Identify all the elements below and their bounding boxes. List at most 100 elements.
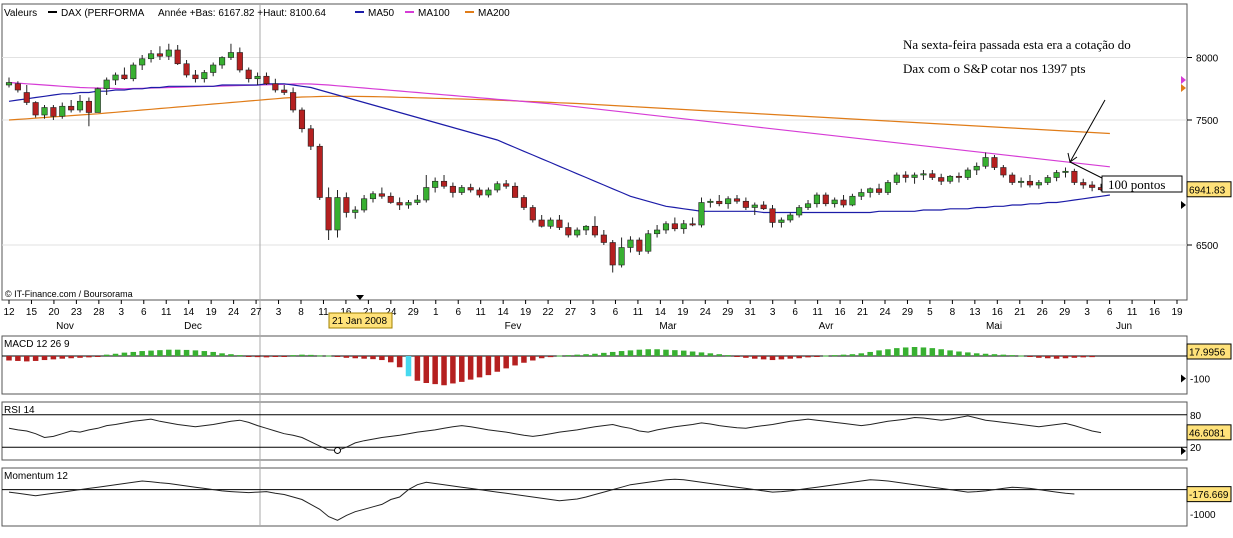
- last-value-badge: [1186, 181, 1232, 198]
- candle-down: [290, 92, 297, 111]
- candle-up: [139, 58, 146, 66]
- last-value-badge: [1186, 486, 1232, 503]
- candle-down: [600, 234, 607, 243]
- candle-down: [245, 69, 252, 80]
- macd-bar: [210, 351, 216, 356]
- macd-bar: [450, 356, 456, 384]
- candle-down: [1071, 170, 1078, 183]
- x-axis: 1215202328361114192427381116212429161114…: [3, 300, 1183, 332]
- candle-up: [423, 187, 430, 201]
- candle-down: [174, 49, 181, 65]
- macd-bar: [174, 349, 181, 356]
- macd-bar: [787, 356, 794, 359]
- macd-bar: [574, 354, 580, 356]
- macd-bar: [618, 351, 625, 356]
- x-tick-label: 11: [161, 307, 172, 318]
- macd-bar: [512, 356, 518, 366]
- macd-bar: [281, 356, 287, 357]
- macd-bar: [50, 356, 57, 360]
- date-badge: [328, 312, 393, 329]
- candle-down: [449, 185, 456, 193]
- macd-bar: [583, 354, 589, 356]
- macd-bar: [103, 354, 110, 356]
- candle-up: [219, 57, 226, 66]
- macd-bar: [823, 355, 829, 357]
- macd-bar: [654, 349, 660, 356]
- macd-bar: [609, 351, 616, 356]
- x-tick-label: 3: [119, 307, 125, 318]
- macd-bar: [476, 356, 483, 378]
- candle-up: [947, 175, 954, 182]
- macd-bar: [121, 352, 128, 356]
- x-month-label: Mai: [986, 321, 1002, 332]
- price-panel: [1, 3, 1188, 301]
- price-y-tick-label: 7500: [1196, 116, 1219, 127]
- macd-bar: [1080, 356, 1086, 358]
- ma50-line: [8, 83, 1110, 214]
- macd-bar: [752, 356, 758, 359]
- x-tick-label: 6: [792, 307, 798, 318]
- x-tick-label: 26: [1037, 307, 1049, 318]
- macd-bar: [343, 356, 350, 358]
- candle-down: [50, 107, 57, 117]
- macd-bar: [24, 356, 30, 362]
- candles: [5, 43, 1105, 273]
- x-tick-label: 8: [950, 307, 956, 318]
- legend-ma200: MA200: [478, 8, 510, 19]
- x-tick-label: 19: [206, 307, 218, 318]
- candle-up: [458, 187, 465, 193]
- candle-up: [112, 74, 119, 81]
- x-tick-label: 11: [318, 307, 329, 318]
- price-grid: [2, 57, 1187, 246]
- x-tick-label: 29: [722, 307, 734, 318]
- x-tick-label: 6: [455, 307, 461, 318]
- macd-bar: [556, 355, 563, 357]
- last-value-badge: [1186, 343, 1232, 360]
- candle-up: [654, 229, 661, 235]
- macd-bar: [680, 350, 687, 356]
- macd-bar: [183, 349, 190, 356]
- x-tick-label: 6: [141, 307, 147, 318]
- macd-bar: [938, 349, 944, 356]
- x-tick-label: 23: [71, 307, 83, 318]
- candle-up: [964, 169, 971, 178]
- candle-down: [316, 145, 323, 198]
- x-tick-label: 24: [228, 307, 240, 318]
- macd-bar: [982, 353, 989, 356]
- x-tick-label: 3: [770, 307, 776, 318]
- macd-title: MACD 12 26 9: [4, 339, 70, 350]
- candle-down: [85, 100, 92, 113]
- x-tick-label: 14: [498, 307, 510, 318]
- macd-bar: [858, 353, 865, 356]
- x-month-label: Avr: [819, 321, 834, 332]
- candle-down: [1000, 167, 1007, 176]
- macd-bar: [743, 356, 749, 358]
- macd-bar: [769, 356, 776, 361]
- candle-up: [5, 82, 13, 86]
- candle-up: [1018, 180, 1025, 183]
- candle-up: [884, 182, 891, 193]
- macd-bar: [459, 356, 465, 382]
- legend: Valeurs DAX (PERFORMA Année +Bas: 6167.8…: [4, 8, 510, 19]
- x-tick-label: 11: [475, 307, 486, 318]
- macd-bar: [565, 355, 572, 357]
- macd-bar: [467, 356, 474, 380]
- macd-bar: [734, 356, 740, 357]
- x-tick-label: 11: [633, 307, 644, 318]
- candle-up: [59, 105, 66, 117]
- macd-bar: [272, 356, 279, 357]
- candle-up: [361, 198, 368, 211]
- momentum-panel: [1, 467, 1188, 527]
- candle-up: [1053, 172, 1060, 178]
- candle-up: [627, 239, 634, 248]
- macd-bar: [876, 350, 882, 356]
- x-tick-label: 19: [520, 307, 532, 318]
- x-tick-label: 3: [1084, 307, 1090, 318]
- candle-up: [867, 188, 874, 193]
- macd-y-tick-label: -100: [1190, 375, 1210, 386]
- candle-up: [147, 53, 155, 60]
- macd-bar: [86, 356, 92, 358]
- macd-bar: [254, 356, 261, 358]
- candle-up: [920, 173, 927, 176]
- macd-bar: [725, 355, 731, 357]
